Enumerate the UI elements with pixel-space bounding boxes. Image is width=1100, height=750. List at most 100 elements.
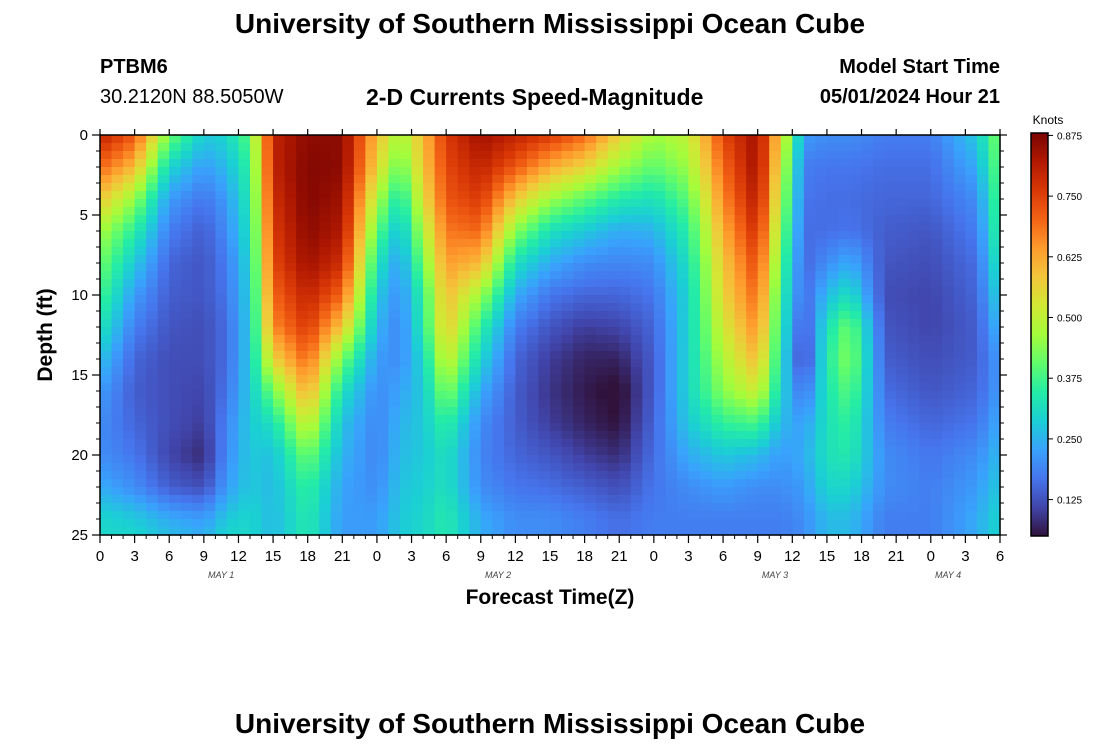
- heatmap-cell: [757, 199, 770, 208]
- heatmap-cell: [515, 303, 528, 312]
- heatmap-cell: [469, 311, 482, 320]
- heatmap-cell: [434, 183, 447, 192]
- heatmap-cell: [653, 167, 666, 176]
- heatmap-cell: [365, 255, 378, 264]
- heatmap-cell: [896, 487, 909, 496]
- heatmap-cell: [157, 215, 170, 224]
- heatmap-cell: [157, 151, 170, 160]
- heatmap-cell: [203, 463, 216, 472]
- heatmap-cell: [584, 319, 597, 328]
- heatmap-cell: [157, 207, 170, 216]
- heatmap-cell: [469, 263, 482, 272]
- heatmap-cell: [296, 471, 309, 480]
- heatmap-cell: [930, 383, 943, 392]
- heatmap-cell: [942, 295, 955, 304]
- heatmap-cell: [930, 455, 943, 464]
- heatmap-cell: [792, 487, 805, 496]
- heatmap-cell: [907, 375, 920, 384]
- heatmap-cell: [930, 527, 943, 536]
- heatmap-cell: [965, 255, 978, 264]
- heatmap-cell: [526, 383, 540, 392]
- heatmap-cell: [653, 159, 666, 168]
- heatmap-cell: [792, 375, 805, 384]
- heatmap-cell: [688, 223, 701, 232]
- heatmap-cell: [734, 511, 747, 520]
- heatmap-cell: [930, 167, 943, 176]
- heatmap-cell: [411, 263, 424, 272]
- heatmap-cell: [538, 159, 551, 168]
- heatmap-cell: [446, 447, 459, 456]
- heatmap-cell: [780, 399, 793, 408]
- heatmap-cell: [146, 303, 159, 312]
- heatmap-cell: [538, 407, 551, 416]
- heatmap-cell: [619, 423, 632, 432]
- heatmap-cell: [573, 415, 586, 424]
- heatmap-cell: [573, 287, 586, 296]
- heatmap-cell: [965, 215, 978, 224]
- heatmap-cell: [873, 287, 886, 296]
- heatmap-cell: [919, 279, 932, 288]
- heatmap-cell: [503, 399, 516, 408]
- heatmap-cell: [815, 479, 828, 488]
- heatmap-cell: [976, 511, 990, 520]
- heatmap-cell: [538, 167, 551, 176]
- x-tick-label: 15: [819, 548, 836, 565]
- heatmap-cell: [780, 447, 793, 456]
- heatmap-cell: [400, 351, 413, 360]
- heatmap-cell: [492, 375, 505, 384]
- heatmap-cell: [376, 327, 390, 336]
- heatmap-cell: [111, 391, 124, 400]
- heatmap-cell: [307, 207, 320, 216]
- heatmap-cell: [157, 263, 170, 272]
- heatmap-cell: [850, 199, 863, 208]
- heatmap-cell: [850, 423, 863, 432]
- heatmap-cell: [261, 519, 274, 528]
- heatmap-cell: [861, 487, 874, 496]
- heatmap-cell: [250, 191, 263, 200]
- heatmap-cell: [723, 215, 736, 224]
- heatmap-cell: [480, 143, 493, 152]
- heatmap-cell: [596, 351, 609, 360]
- heatmap-cell: [411, 247, 424, 256]
- heatmap-cell: [169, 247, 182, 256]
- heatmap-cell: [838, 391, 851, 400]
- heatmap-cell: [930, 191, 943, 200]
- heatmap-cell: [446, 503, 459, 512]
- heatmap-cell: [226, 295, 240, 304]
- heatmap-cell: [342, 463, 355, 472]
- heatmap-cell: [734, 503, 747, 512]
- heatmap-cell: [873, 343, 886, 352]
- heatmap-cell: [653, 335, 666, 344]
- heatmap-cell: [469, 159, 482, 168]
- heatmap-cell: [792, 399, 805, 408]
- heatmap-cell: [769, 519, 782, 528]
- heatmap-cell: [319, 183, 332, 192]
- heatmap-cell: [226, 287, 240, 296]
- heatmap-cell: [596, 167, 609, 176]
- heatmap-cell: [942, 447, 955, 456]
- heatmap-cell: [330, 527, 343, 536]
- heatmap-cell: [215, 383, 228, 392]
- heatmap-cell: [550, 151, 563, 160]
- heatmap-cell: [469, 335, 482, 344]
- heatmap-cell: [457, 191, 470, 200]
- heatmap-cell: [815, 383, 828, 392]
- heatmap-cell: [100, 191, 113, 200]
- heatmap-cell: [884, 479, 897, 488]
- heatmap-cell: [376, 447, 390, 456]
- heatmap-cell: [100, 391, 113, 400]
- heatmap-cell: [503, 527, 516, 536]
- heatmap-cell: [134, 335, 147, 344]
- heatmap-cell: [169, 271, 182, 280]
- heatmap-cell: [203, 255, 216, 264]
- heatmap-cell: [896, 319, 909, 328]
- heatmap-cell: [146, 295, 159, 304]
- heatmap-cell: [734, 159, 747, 168]
- heatmap-cell: [723, 359, 736, 368]
- heatmap-cell: [976, 143, 990, 152]
- heatmap-cell: [123, 223, 136, 232]
- heatmap-cell: [434, 167, 447, 176]
- heatmap-cell: [676, 463, 690, 472]
- heatmap-cell: [250, 271, 263, 280]
- heatmap-cell: [411, 223, 424, 232]
